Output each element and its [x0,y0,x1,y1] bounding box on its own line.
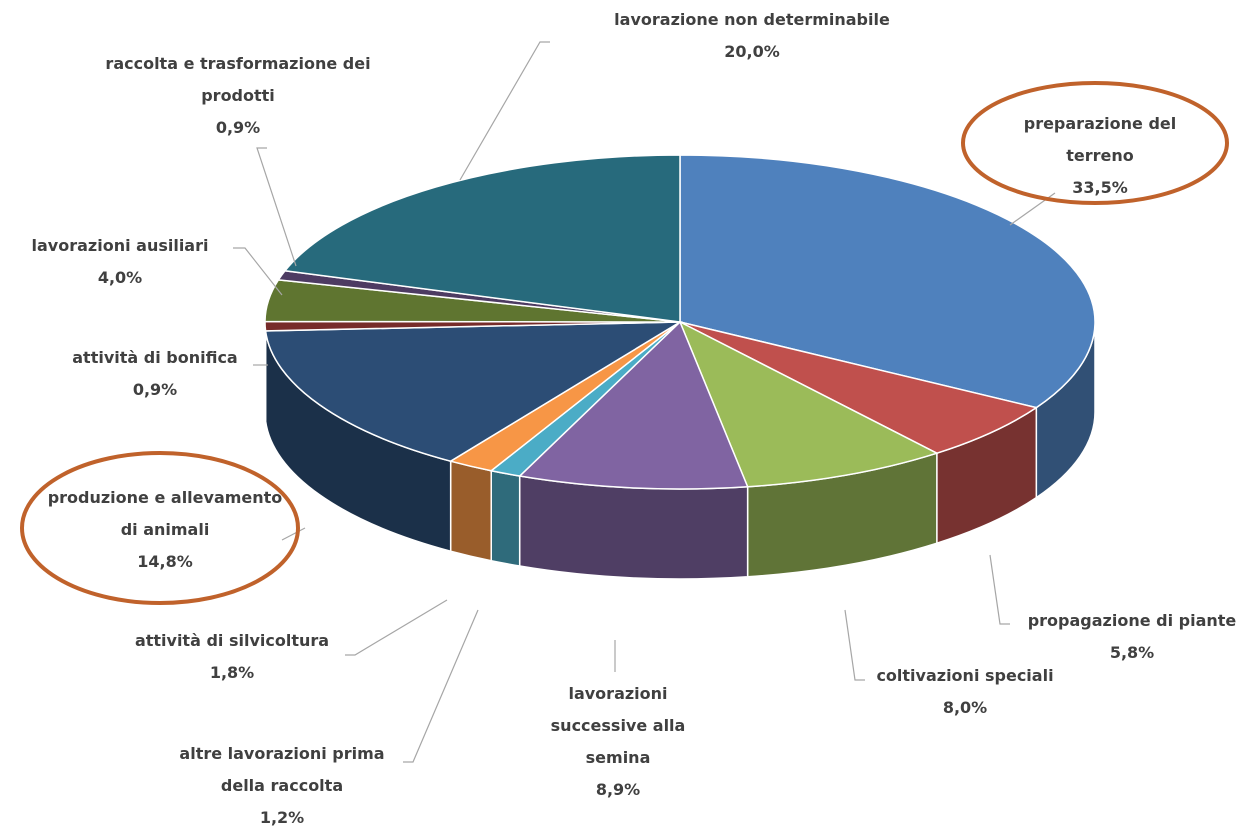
label-value: 14,8% [137,552,193,571]
sides [264,321,1096,580]
data-label: attività di bonifica 0,9% [45,342,265,406]
leader-line [256,147,297,267]
label-value: 33,5% [1072,178,1128,197]
data-label: attività di silvicoltura 1,8% [117,625,347,689]
slices [264,154,1096,580]
leader-line [233,247,283,296]
slice [283,154,681,323]
label-value: 1,2% [259,808,305,826]
label-name: propagazione di piante [1027,611,1237,630]
slice-side [449,460,492,562]
label-name: lavorazioni ausiliari [31,236,209,255]
leader-line [403,609,479,763]
slice-side [518,475,749,580]
data-label: lavorazione non determinabile 20,0% [582,4,922,68]
label-name: altre lavorazioni prima della raccolta [179,744,385,795]
label-name: attività di silvicoltura [134,631,330,650]
label-value: 1,8% [209,663,255,682]
label-value: 8,0% [942,698,988,717]
highlight-ring [20,451,300,605]
tops [264,154,1096,490]
data-label: raccolta e trasformazione dei prodotti 0,… [73,48,403,144]
data-label: lavorazioni ausiliari 4,0% [10,230,230,294]
slice [678,320,939,488]
label-name: produzione e allevamento di animali [47,488,283,539]
slice [679,154,1096,409]
label-value: 20,0% [724,42,780,61]
slice-side [264,321,267,422]
leader-line [844,609,865,681]
label-value: 0,9% [132,380,178,399]
label-name: coltivazioni speciali [876,666,1054,685]
data-label: lavorazioni successive alla semina 8,9% [523,678,713,806]
label-value: 4,0% [97,268,143,287]
leader-line [345,599,448,656]
label-value: 8,9% [595,780,641,799]
label-value: 5,8% [1109,643,1155,662]
label-name: lavorazione non determinabile [614,10,890,29]
leader-line [459,41,550,181]
slice-side [490,469,521,567]
data-label: altre lavorazioni prima della raccolta 1,… [162,738,402,826]
leader-line [281,527,306,541]
data-label: coltivazioni speciali 8,0% [850,660,1080,724]
slice [679,321,1039,454]
leader-line [989,554,1010,625]
label-name: preparazione del terreno [1023,114,1177,165]
label-name: raccolta e trasformazione dei prodotti [105,54,371,105]
data-label: produzione e allevamento di animali 14,8% [40,482,290,578]
label-name: lavorazioni successive alla semina [550,684,686,767]
slice [264,321,683,462]
slice [518,320,749,490]
label-name: attività di bonifica [72,348,238,367]
label-value: 0,9% [215,118,261,137]
highlight-ring [961,81,1229,205]
data-label: preparazione del terreno 33,5% [1005,108,1195,204]
data-label: propagazione di piante 5,8% [1012,605,1252,669]
